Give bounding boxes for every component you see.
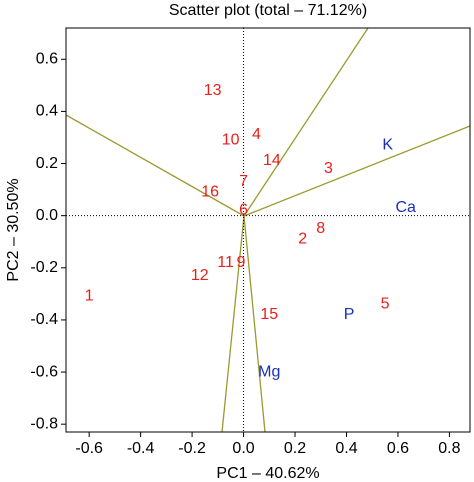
point-label: 13	[204, 82, 222, 99]
chart-title: Scatter plot (total – 71.12%)	[169, 2, 367, 19]
x-tick-label: 0.2	[284, 440, 306, 457]
loading-line	[65, 114, 245, 217]
y-tick-label: 0.0	[36, 207, 58, 224]
y-tick-label: -0.2	[30, 259, 58, 276]
point-label: 6	[239, 202, 248, 219]
point-label: 8	[316, 220, 325, 237]
x-tick-label: 0.4	[335, 440, 357, 457]
x-tick-label: 0.8	[438, 440, 460, 457]
point-label: 12	[191, 267, 209, 284]
variable-label: Ca	[395, 199, 416, 216]
x-tick-label: -0.2	[178, 440, 206, 457]
x-tick-label: -0.4	[127, 440, 155, 457]
x-tick-label: 0.6	[387, 440, 409, 457]
y-tick-label: -0.8	[30, 415, 58, 432]
loading-line	[243, 27, 369, 217]
x-tick-label: -0.6	[75, 440, 103, 457]
y-tick-label: 0.4	[36, 103, 58, 120]
loading-line	[243, 125, 471, 217]
point-label: 5	[381, 296, 390, 313]
point-label: 9	[237, 254, 246, 271]
variable-label: P	[344, 306, 355, 323]
x-tick-label: 0.0	[232, 440, 254, 457]
y-axis-label: PC2 – 30.50%	[5, 178, 22, 281]
y-tick-label: 0.6	[36, 50, 58, 67]
y-tick-label: -0.4	[30, 311, 58, 328]
y-tick-label: 0.2	[36, 155, 58, 172]
point-label: 2	[298, 230, 307, 247]
loading-line	[243, 215, 266, 433]
plot-frame	[65, 27, 471, 433]
point-label: 7	[239, 173, 248, 190]
point-label: 16	[201, 183, 219, 200]
point-label: 15	[260, 306, 278, 323]
variable-label: Mg	[258, 363, 280, 380]
point-label: 4	[252, 126, 261, 143]
point-label: 11	[217, 254, 234, 271]
x-axis-label: PC1 – 40.62%	[216, 465, 319, 482]
point-label: 14	[263, 152, 281, 169]
loading-lines	[65, 27, 471, 433]
y-tick-label: -0.6	[30, 363, 58, 380]
point-label: 3	[324, 160, 333, 177]
point-label: 1	[85, 288, 94, 305]
loading-line	[221, 215, 245, 433]
variable-label: K	[382, 137, 393, 154]
point-label: 10	[222, 131, 240, 148]
